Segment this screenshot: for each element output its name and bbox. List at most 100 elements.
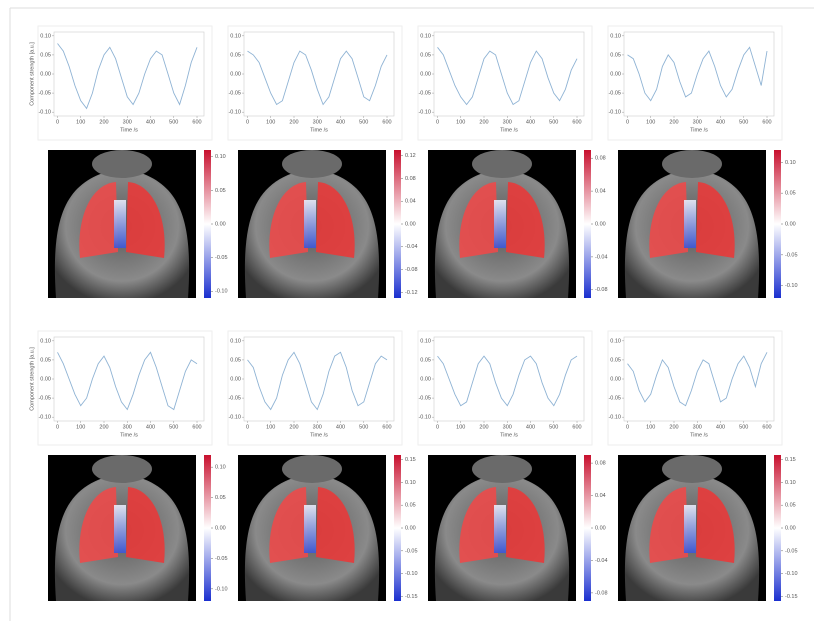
x-tick-label: 100: [646, 119, 655, 125]
y-tick-label: -0.10: [228, 415, 241, 421]
colorbar-tick-label: 0.00: [595, 221, 606, 227]
colorbar: [394, 455, 401, 601]
y-tick-label: -0.05: [228, 396, 241, 402]
y-tick-label: 0.00: [420, 376, 431, 382]
y-tick-label: -0.05: [38, 396, 51, 402]
x-tick-label: 400: [526, 119, 535, 125]
colorbar-tick-label: -0.08: [405, 267, 418, 273]
plot-area: [54, 32, 204, 116]
x-tick-label: 200: [99, 424, 108, 430]
colorbar-tick-label: 0.10: [215, 465, 226, 471]
y-tick-label: 0.05: [40, 357, 51, 363]
plot-area: [624, 32, 774, 116]
colorbar-tick-label: -0.12: [405, 290, 418, 296]
x-tick-label: 0: [436, 424, 439, 430]
y-tick-label: -0.05: [418, 396, 431, 402]
x-tick-label: 500: [739, 119, 748, 125]
x-tick-label: 0: [436, 119, 439, 125]
x-tick-label: 300: [693, 119, 702, 125]
x-tick-label: 500: [169, 119, 178, 125]
heart-strip: [684, 200, 696, 248]
x-tick-label: 400: [526, 424, 535, 430]
y-tick-label: 0.05: [420, 357, 431, 363]
x-tick-label: 500: [359, 119, 368, 125]
heart-strip: [684, 505, 696, 553]
colorbar-tick-label: 0.10: [785, 480, 796, 486]
x-tick-label: 200: [669, 119, 678, 125]
colorbar-tick-label: -0.04: [405, 244, 418, 250]
y-tick-label: -0.05: [608, 396, 621, 402]
x-tick-label: 600: [192, 119, 201, 125]
x-tick-label: 100: [76, 424, 85, 430]
x-tick-label: 300: [313, 119, 322, 125]
x-tick-label: 500: [739, 424, 748, 430]
colorbar-tick-label: -0.05: [785, 548, 798, 554]
x-tick-label: 600: [382, 119, 391, 125]
colorbar-tick-label: -0.05: [785, 252, 798, 258]
colorbar: [584, 455, 591, 601]
x-tick-label: 100: [266, 424, 275, 430]
x-tick-label: 500: [359, 424, 368, 430]
y-tick-label: 0.05: [610, 357, 621, 363]
page: {"chart_data": [ {"type": "line", "ylabe…: [0, 0, 814, 621]
y-tick-label: -0.10: [38, 415, 51, 421]
colorbar-tick-label: -0.10: [215, 586, 228, 592]
x-tick-label: 400: [336, 424, 345, 430]
x-tick-label: 200: [99, 119, 108, 125]
heart-strip: [304, 505, 316, 553]
colorbar-tick-label: 0.10: [785, 160, 796, 166]
signal-line: [628, 47, 768, 100]
colorbar-tick-label: 0.05: [215, 495, 226, 501]
y-tick-label: 0.10: [610, 338, 621, 344]
colorbar-tick-label: -0.05: [215, 255, 228, 261]
colorbar-tick-label: 0.08: [405, 176, 416, 182]
x-axis-label: Time /s: [690, 127, 708, 133]
y-tick-label: 0.05: [610, 52, 621, 58]
colorbar-tick-label: -0.04: [595, 254, 608, 260]
x-tick-label: 300: [123, 119, 132, 125]
y-tick-label: 0.00: [40, 71, 51, 77]
mri-neck: [92, 150, 152, 178]
plot-area: [244, 32, 394, 116]
mri-neck: [662, 455, 722, 483]
x-tick-label: 0: [626, 119, 629, 125]
x-tick-label: 300: [503, 119, 512, 125]
colorbar: [774, 150, 781, 298]
colorbar-tick-label: 0.00: [785, 221, 796, 227]
x-tick-label: 400: [146, 119, 155, 125]
colorbar-tick-label: 0.15: [405, 457, 416, 463]
x-tick-label: 0: [246, 424, 249, 430]
mri-neck: [282, 455, 342, 483]
x-tick-label: 300: [503, 424, 512, 430]
y-tick-label: 0.00: [40, 376, 51, 382]
colorbar: [204, 150, 211, 298]
y-tick-label: -0.05: [608, 91, 621, 97]
plot-area: [624, 337, 774, 421]
plot-area: [54, 337, 204, 421]
colorbar-tick-label: -0.15: [785, 594, 798, 600]
signal-line: [58, 352, 198, 409]
x-tick-label: 0: [56, 424, 59, 430]
y-tick-label: 0.00: [230, 71, 241, 77]
x-axis-label: Time /s: [120, 432, 138, 438]
colorbar-tick-label: 0.05: [785, 191, 796, 197]
heart-strip: [304, 200, 316, 248]
y-tick-label: 0.10: [40, 33, 51, 39]
y-tick-label: 0.00: [610, 71, 621, 77]
x-tick-label: 600: [382, 424, 391, 430]
y-tick-label: -0.05: [228, 91, 241, 97]
x-tick-label: 300: [313, 424, 322, 430]
colorbar-tick-label: 0.08: [595, 461, 606, 467]
y-axis-label: Component strength [a.u.]: [29, 42, 35, 106]
y-tick-label: -0.10: [38, 110, 51, 116]
colorbar-tick-label: 0.04: [595, 493, 606, 499]
colorbar-tick-label: -0.05: [405, 548, 418, 554]
colorbar-tick-label: 0.10: [405, 480, 416, 486]
colorbar-tick-label: 0.05: [785, 503, 796, 509]
x-axis-label: Time /s: [310, 127, 328, 133]
colorbar-tick-label: 0.05: [215, 188, 226, 194]
x-tick-label: 0: [246, 119, 249, 125]
colorbar-tick-label: 0.00: [595, 525, 606, 531]
colorbar-tick-label: -0.10: [785, 283, 798, 289]
signal-line: [438, 47, 578, 104]
